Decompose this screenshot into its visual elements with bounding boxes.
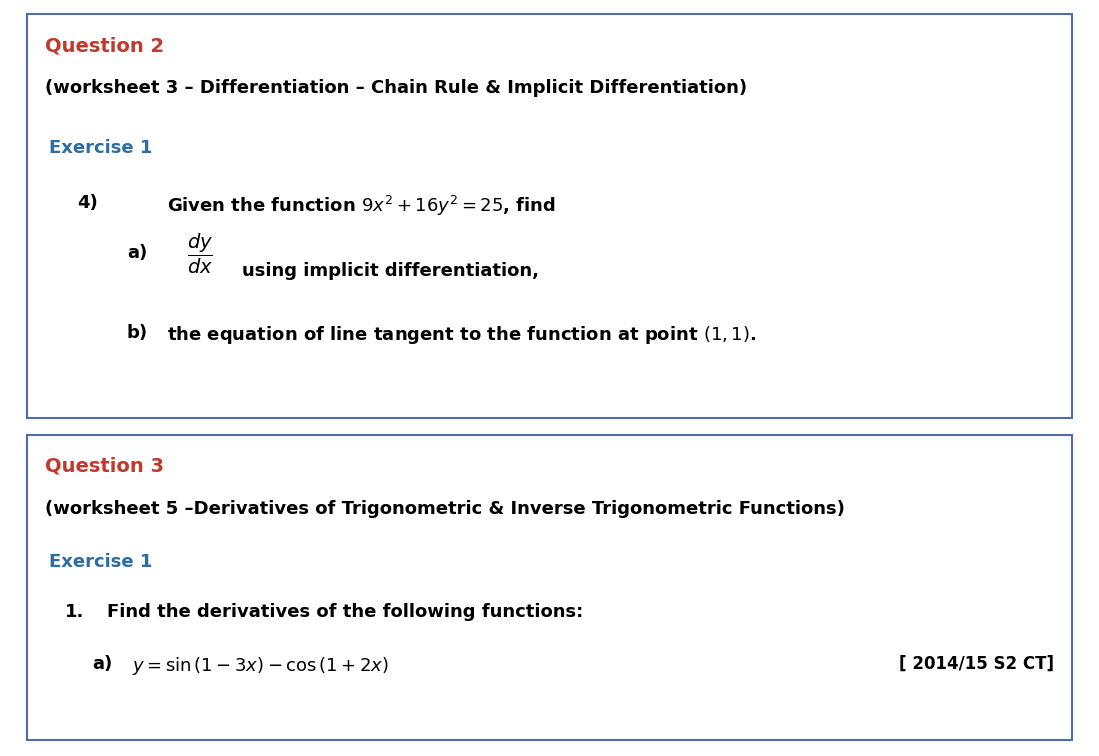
Text: Question 3: Question 3 — [45, 457, 164, 476]
Text: Exercise 1: Exercise 1 — [49, 553, 153, 571]
Text: [ 2014/15 S2 CT]: [ 2014/15 S2 CT] — [899, 655, 1054, 673]
Bar — [27, 435, 1072, 740]
Text: using implicit differentiation,: using implicit differentiation, — [242, 262, 539, 280]
Text: (worksheet 3 – Differentiation – Chain Rule & Implicit Differentiation): (worksheet 3 – Differentiation – Chain R… — [45, 79, 747, 97]
Text: Question 2: Question 2 — [45, 36, 164, 55]
Text: 1.: 1. — [65, 603, 85, 621]
Text: Find the derivatives of the following functions:: Find the derivatives of the following fu… — [107, 603, 584, 621]
Text: a): a) — [127, 244, 147, 262]
Text: a): a) — [92, 655, 112, 673]
Text: 4): 4) — [77, 194, 98, 212]
Text: Given the function $9x^2 +16y^2 = 25$, find: Given the function $9x^2 +16y^2 = 25$, f… — [167, 194, 556, 218]
Text: the equation of line tangent to the function at point $\left(1,1\right)$.: the equation of line tangent to the func… — [167, 324, 756, 346]
Text: Exercise 1: Exercise 1 — [49, 139, 153, 157]
Bar — [27, 14, 1072, 418]
Text: $y = \sin\left(1-3x\right)-\cos\left(1+2x\right)$: $y = \sin\left(1-3x\right)-\cos\left(1+2… — [132, 655, 389, 677]
Text: $\dfrac{dy}{dx}$: $\dfrac{dy}{dx}$ — [187, 232, 213, 276]
Text: (worksheet 5 –Derivatives of Trigonometric & Inverse Trigonometric Functions): (worksheet 5 –Derivatives of Trigonometr… — [45, 500, 845, 518]
Text: b): b) — [127, 324, 148, 342]
